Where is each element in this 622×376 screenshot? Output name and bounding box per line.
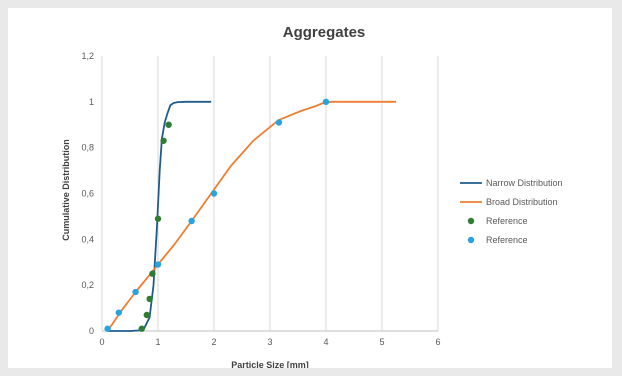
data-point-reference-3 bbox=[132, 288, 139, 296]
data-point-reference-3 bbox=[275, 119, 283, 126]
y-tick-label: 0 bbox=[89, 326, 94, 336]
y-tick-label: 0,8 bbox=[81, 143, 94, 153]
legend-swatch-marker bbox=[467, 217, 475, 225]
data-point-reference-3 bbox=[322, 98, 330, 106]
data-point-reference-3 bbox=[188, 217, 195, 225]
data-point-reference-2 bbox=[154, 215, 162, 222]
x-tick-label: 2 bbox=[211, 337, 216, 347]
data-point-reference-2 bbox=[143, 311, 150, 319]
legend-label: Reference bbox=[486, 235, 528, 245]
data-point-reference-2 bbox=[146, 295, 153, 303]
y-tick-label: 0,4 bbox=[81, 234, 94, 244]
y-axis-title: Cumulative Distribution bbox=[61, 139, 71, 241]
legend-label: Narrow Distribution bbox=[486, 178, 563, 188]
chart-svg: Aggregates 0 1 2 3 4 5 6 0 0,2 0,4 0,6 0,8 1 1,2 Part… bbox=[61, 24, 563, 368]
legend-label: Broad Distribution bbox=[486, 197, 558, 207]
data-point-reference-3 bbox=[210, 190, 218, 197]
x-tick-label: 5 bbox=[379, 337, 384, 347]
y-tick-label: 1,2 bbox=[81, 51, 94, 61]
axis-layer: 0 1 2 3 4 5 6 0 0,2 0,4 0,6 0,8 1 1,2 bbox=[81, 51, 440, 347]
data-point-reference-3 bbox=[154, 261, 162, 268]
series-line-broad-distribution bbox=[106, 100, 396, 332]
y-tick-label: 0,6 bbox=[81, 189, 94, 199]
x-tick-label: 3 bbox=[267, 337, 272, 347]
y-tick-label: 0,2 bbox=[81, 280, 94, 290]
legend-label: Reference bbox=[486, 216, 528, 226]
data-point-reference-2 bbox=[149, 270, 156, 277]
legend: Narrow Distribution Broad Distribution Ref… bbox=[460, 178, 563, 245]
data-point-reference-2 bbox=[138, 325, 145, 332]
data-point-reference-3 bbox=[104, 325, 111, 332]
x-tick-label: 6 bbox=[435, 337, 440, 347]
x-axis-title: Particle Size [mm] bbox=[231, 360, 309, 368]
legend-swatch-marker bbox=[467, 236, 475, 244]
data-point-reference-2 bbox=[165, 121, 172, 128]
data-point-reference-3 bbox=[115, 309, 123, 316]
x-tick-label: 0 bbox=[99, 337, 104, 347]
chart-title: Aggregates bbox=[283, 24, 366, 41]
series-layer bbox=[104, 98, 396, 332]
y-tick-label: 1 bbox=[89, 97, 94, 107]
x-tick-label: 1 bbox=[155, 337, 160, 347]
chart-card: Aggregates 0 1 2 3 4 5 6 0 0,2 0,4 0,6 0,8 1 1,2 Part… bbox=[8, 8, 612, 368]
x-tick-label: 4 bbox=[323, 337, 328, 347]
data-point-reference-2 bbox=[160, 137, 167, 144]
